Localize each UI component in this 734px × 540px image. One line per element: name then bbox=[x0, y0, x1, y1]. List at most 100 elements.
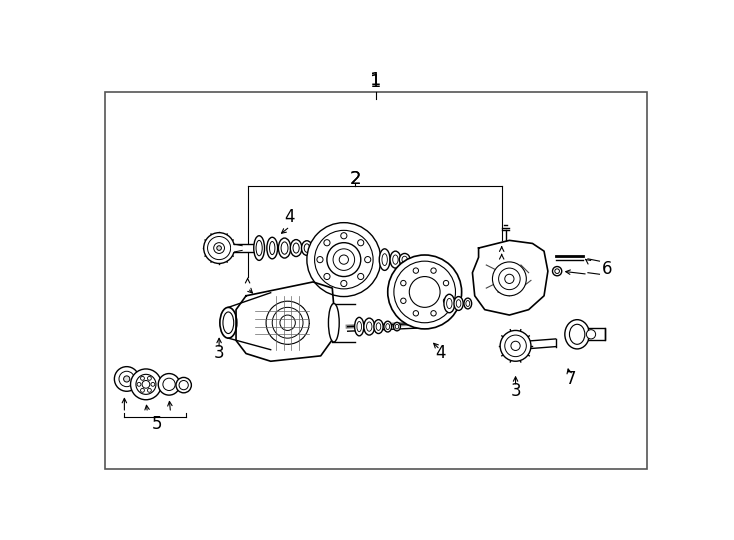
Circle shape bbox=[341, 233, 347, 239]
Ellipse shape bbox=[386, 323, 390, 329]
Circle shape bbox=[140, 376, 145, 380]
Bar bbox=[588, 328, 605, 340]
Circle shape bbox=[115, 367, 139, 392]
Circle shape bbox=[339, 255, 349, 264]
Ellipse shape bbox=[464, 298, 472, 309]
Circle shape bbox=[208, 237, 230, 260]
Ellipse shape bbox=[570, 325, 585, 345]
Circle shape bbox=[324, 240, 330, 246]
Circle shape bbox=[394, 261, 456, 323]
Ellipse shape bbox=[446, 299, 452, 308]
Polygon shape bbox=[473, 240, 548, 315]
Circle shape bbox=[505, 335, 526, 356]
Circle shape bbox=[401, 298, 406, 303]
Ellipse shape bbox=[364, 318, 374, 335]
Ellipse shape bbox=[291, 240, 302, 256]
Ellipse shape bbox=[304, 244, 310, 252]
Circle shape bbox=[307, 222, 381, 296]
Ellipse shape bbox=[278, 238, 291, 258]
Text: 7: 7 bbox=[566, 370, 576, 388]
Ellipse shape bbox=[457, 300, 461, 307]
Text: 4: 4 bbox=[285, 208, 295, 226]
Circle shape bbox=[431, 268, 436, 273]
Circle shape bbox=[137, 382, 141, 386]
Circle shape bbox=[315, 231, 373, 289]
Polygon shape bbox=[236, 282, 336, 361]
Circle shape bbox=[500, 330, 531, 361]
Circle shape bbox=[280, 315, 295, 330]
Circle shape bbox=[365, 256, 371, 262]
Circle shape bbox=[443, 280, 448, 286]
Circle shape bbox=[159, 374, 180, 395]
Circle shape bbox=[148, 388, 151, 392]
Circle shape bbox=[317, 256, 323, 262]
Circle shape bbox=[163, 378, 175, 390]
Ellipse shape bbox=[293, 243, 299, 253]
Ellipse shape bbox=[366, 322, 372, 331]
Text: 2: 2 bbox=[349, 170, 361, 188]
Ellipse shape bbox=[390, 251, 401, 268]
Circle shape bbox=[204, 233, 234, 264]
Ellipse shape bbox=[454, 296, 463, 310]
Ellipse shape bbox=[376, 323, 381, 330]
Circle shape bbox=[151, 382, 155, 386]
Ellipse shape bbox=[256, 240, 262, 256]
Circle shape bbox=[148, 376, 151, 380]
Ellipse shape bbox=[267, 237, 277, 259]
Circle shape bbox=[410, 276, 440, 307]
Circle shape bbox=[431, 310, 436, 316]
Ellipse shape bbox=[466, 301, 470, 307]
Circle shape bbox=[586, 330, 595, 339]
Circle shape bbox=[553, 267, 562, 276]
Text: 1: 1 bbox=[371, 71, 382, 89]
Circle shape bbox=[341, 280, 347, 287]
Circle shape bbox=[176, 377, 192, 393]
Text: 1: 1 bbox=[371, 73, 382, 91]
Circle shape bbox=[357, 240, 364, 246]
Ellipse shape bbox=[402, 256, 407, 263]
Text: 3: 3 bbox=[510, 382, 521, 400]
Ellipse shape bbox=[393, 322, 401, 331]
Circle shape bbox=[388, 255, 462, 329]
Ellipse shape bbox=[382, 254, 388, 266]
Circle shape bbox=[123, 376, 130, 382]
Ellipse shape bbox=[220, 307, 237, 338]
Circle shape bbox=[119, 372, 134, 387]
Circle shape bbox=[443, 298, 448, 303]
Ellipse shape bbox=[374, 320, 383, 334]
Circle shape bbox=[493, 262, 526, 296]
Ellipse shape bbox=[269, 241, 275, 254]
Circle shape bbox=[505, 274, 514, 284]
Circle shape bbox=[327, 242, 361, 276]
Ellipse shape bbox=[355, 318, 364, 336]
Ellipse shape bbox=[384, 321, 391, 332]
Text: 5: 5 bbox=[151, 415, 162, 433]
Ellipse shape bbox=[444, 294, 455, 313]
Circle shape bbox=[131, 369, 161, 400]
Ellipse shape bbox=[393, 255, 398, 264]
Ellipse shape bbox=[399, 253, 410, 266]
Circle shape bbox=[324, 273, 330, 280]
Circle shape bbox=[217, 246, 222, 251]
Circle shape bbox=[401, 280, 406, 286]
Circle shape bbox=[136, 374, 156, 394]
Text: 4: 4 bbox=[435, 344, 446, 362]
Circle shape bbox=[555, 269, 559, 273]
Ellipse shape bbox=[565, 320, 589, 349]
Circle shape bbox=[140, 388, 145, 392]
Ellipse shape bbox=[223, 312, 233, 334]
Circle shape bbox=[498, 268, 520, 289]
Ellipse shape bbox=[254, 236, 264, 260]
Ellipse shape bbox=[357, 321, 362, 332]
Ellipse shape bbox=[379, 249, 390, 271]
Text: 6: 6 bbox=[602, 260, 612, 278]
Ellipse shape bbox=[302, 241, 312, 255]
Circle shape bbox=[511, 341, 520, 350]
Ellipse shape bbox=[281, 242, 288, 254]
Text: 3: 3 bbox=[214, 344, 225, 362]
Circle shape bbox=[142, 381, 150, 388]
Circle shape bbox=[413, 268, 418, 273]
Circle shape bbox=[333, 249, 355, 271]
Circle shape bbox=[179, 381, 189, 390]
Ellipse shape bbox=[395, 325, 399, 329]
